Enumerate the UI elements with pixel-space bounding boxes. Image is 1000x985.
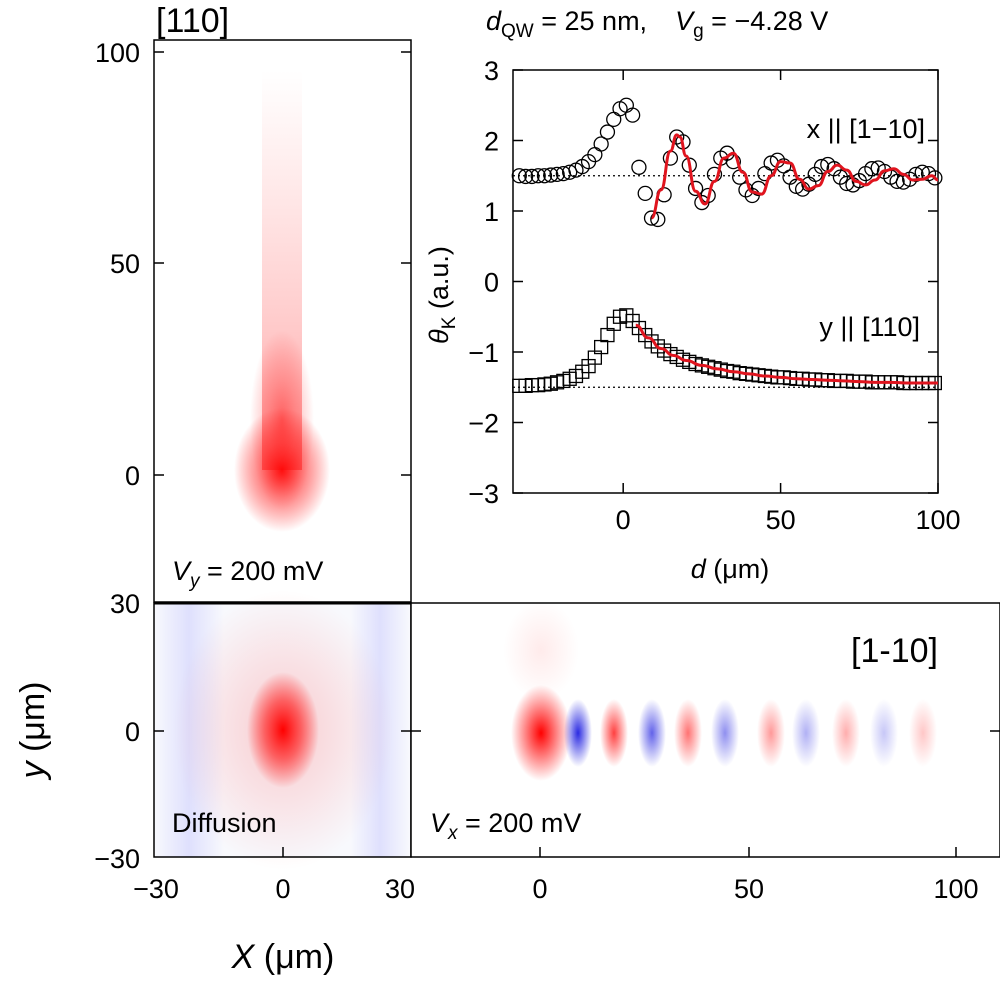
kerr-point-x	[624, 107, 641, 123]
kerr-point-x	[562, 164, 578, 180]
kerr-point-x	[524, 168, 540, 185]
series-label-y: y || [110]	[819, 312, 920, 342]
top-left-ytick-50: 50	[110, 249, 140, 279]
kerr-point-x	[687, 180, 704, 197]
kerr-chart-frame	[512, 69, 939, 494]
bottom-right-xtick-0: 0	[532, 874, 547, 904]
diffusion-spot	[247, 672, 319, 788]
header-parameters: dQW = 25 nm, Vg = −4.28 V	[486, 6, 828, 42]
bottom-right-xtick-50: 50	[734, 874, 764, 904]
kerr-point-x	[650, 211, 666, 228]
kerr-chart-baselines	[513, 175, 938, 388]
kerr-point-x	[813, 158, 830, 175]
top-left-voltage-label: Vy = 200 mV	[172, 556, 323, 592]
kerr-chart-xlabel: d (μm)	[691, 554, 770, 584]
panel-top-left: 100 50 0 [110] Vy = 200 mV	[95, 2, 412, 603]
bottom-left-xtick-30: 30	[385, 874, 415, 904]
top-left-ytick-0: 0	[125, 461, 140, 491]
kerr-point-x	[643, 210, 660, 226]
kerr-point-x	[839, 175, 855, 192]
kerr-ytick-label: −3	[468, 479, 499, 509]
kerr-point-x	[530, 168, 546, 184]
bottom-left-ytick-0: 0	[125, 717, 140, 747]
kerr-point-x	[599, 124, 616, 140]
bottom-right-voltage-label: Vx = 200 mV	[430, 808, 581, 844]
kerr-ytick-label: 3	[484, 56, 499, 86]
kerr-fit-y	[635, 323, 938, 385]
kerr-point-x	[889, 173, 905, 190]
kerr-ytick-label: 2	[484, 127, 499, 157]
diffusion-label: Diffusion	[172, 808, 277, 838]
kerr-ytick-label: −1	[468, 338, 499, 368]
panel-bottom-left: 30 0 −30 −30 0 30 Diffusion X (μm) y (μm…	[14, 589, 415, 976]
bottom-left-xtick-neg30: −30	[133, 874, 179, 904]
kerr-ytick-label: −2	[468, 409, 499, 439]
kerr-ytick-label: 0	[484, 268, 499, 298]
bottom-left-xtick-0: 0	[275, 874, 290, 904]
kerr-chart-fits	[635, 133, 939, 385]
kerr-point-x	[908, 166, 924, 182]
bottom-left-xlabel: X (μm)	[231, 938, 335, 976]
kerr-chart-ticks: 3 2 1 0 −1 −2 −3 0 50 100	[468, 56, 960, 535]
top-left-direction-label: [110]	[156, 2, 229, 40]
series-label-x: x || [1−10]	[807, 114, 925, 144]
panel-bottom-right: 0 50 100 [1-10] Vx = 200 mV	[410, 600, 1000, 904]
kerr-ytick-label: 1	[484, 197, 499, 227]
kerr-point-x	[511, 168, 527, 184]
kerr-point-x	[593, 136, 609, 152]
kerr-fit-x	[650, 133, 939, 220]
kerr-chart-ylabel: θK (a.u.)	[424, 246, 460, 344]
kerr-point-x	[543, 167, 559, 183]
kerr-point-x	[536, 168, 553, 184]
kerr-point-x	[631, 159, 647, 175]
top-left-ytick-100: 100	[95, 38, 140, 68]
kerr-point-x	[637, 185, 653, 202]
bottom-left-ytick-30: 30	[110, 589, 140, 619]
kerr-xtick-label: 100	[915, 505, 960, 535]
kerr-point-x	[807, 166, 823, 182]
kerr-point-x	[864, 161, 880, 177]
kerr-xtick-label: 0	[616, 505, 631, 535]
bottom-left-ytick-neg30: −30	[94, 844, 140, 874]
bottom-left-ylabel: y (μm)	[14, 681, 52, 780]
bottom-right-xtick-100: 100	[933, 874, 978, 904]
kerr-point-x	[517, 168, 534, 185]
kerr-point-x	[549, 166, 565, 182]
kerr-xtick-label: 50	[766, 505, 796, 535]
bottom-right-direction-label: [1-10]	[851, 632, 938, 670]
spin-wave-pattern	[503, 600, 937, 781]
